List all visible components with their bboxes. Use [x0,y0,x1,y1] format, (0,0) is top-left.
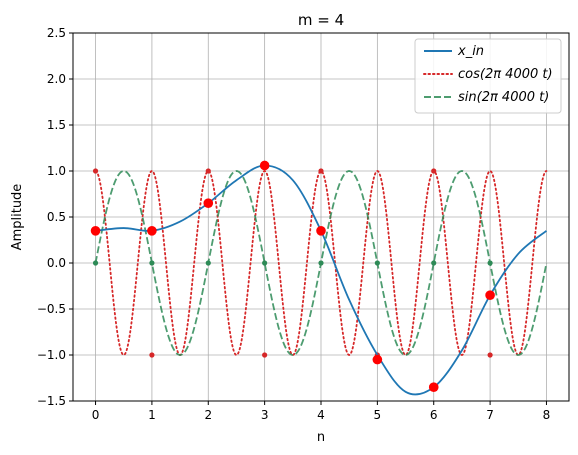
x-in-sample-marker [485,290,495,301]
sin-sample-point [262,260,268,266]
markers-layer [90,160,495,393]
sin-sample-point [431,260,437,266]
cos-sample-point [487,352,493,358]
x-tick-label: 7 [486,408,494,422]
x-tick-label: 3 [261,408,269,422]
y-tick-label: −1.5 [37,394,66,408]
y-tick-label: −0.5 [37,302,66,316]
legend-label-cos: cos(2π 4000 t) [458,67,553,82]
cos-sample-point [262,352,268,358]
x-tick-label: 2 [204,408,212,422]
x-tick-label: 1 [148,408,156,422]
cos-sample-point [318,168,324,174]
x-in-sample-marker [372,354,383,365]
sin-sample-point [318,260,324,266]
cos-sample-point [205,168,211,174]
x-in-sample-marker [147,226,157,236]
y-tick-label: 2.5 [47,26,66,40]
x-tick-label: 6 [430,408,438,422]
cos-sample-point [431,168,437,174]
x-in-sample-marker [428,382,439,393]
sin-sample-point [92,260,99,266]
legend-label-sin: sin(2π 4000 t) [458,90,549,105]
y-ticks: −1.5 −1.0 −0.5 0.0 0.5 1.0 1.5 2.0 2.5 [37,26,73,408]
x-ticks: 0 1 2 3 4 5 6 7 8 [92,401,551,422]
x-tick-label: 8 [543,408,551,422]
y-tick-label: 2.0 [47,72,66,86]
sin-sample-point [149,260,155,266]
y-tick-label: 1.5 [47,118,66,132]
y-axis-label: Amplitude [10,184,25,251]
x-tick-label: 5 [374,408,382,422]
y-tick-label: 0.5 [47,210,66,224]
y-tick-label: 0.0 [47,256,66,270]
chart-title: m = 4 [298,11,344,29]
legend-frame [414,38,562,114]
x-in-sample-marker [316,226,326,236]
x-in-sample-marker [259,160,270,171]
x-tick-label: 0 [92,408,100,422]
x-in-sample-marker [203,198,214,208]
x-tick-label: 4 [317,408,325,422]
legend: x_in cos(2π 4000 t) sin(2π 4000 t) [414,38,562,114]
y-tick-label: −1.0 [37,348,66,362]
series-cos-line [94,170,548,356]
x-in-sample-marker [90,226,101,236]
sin-sample-point [374,260,380,266]
cos-sample-point [149,352,155,358]
y-tick-label: 1.0 [47,164,66,178]
x-axis-label: n [317,430,325,445]
legend-label-x-in: x_in [457,44,484,59]
sin-sample-point [487,260,493,266]
sin-sample-point [205,260,211,266]
cos-sample-point [92,168,99,174]
